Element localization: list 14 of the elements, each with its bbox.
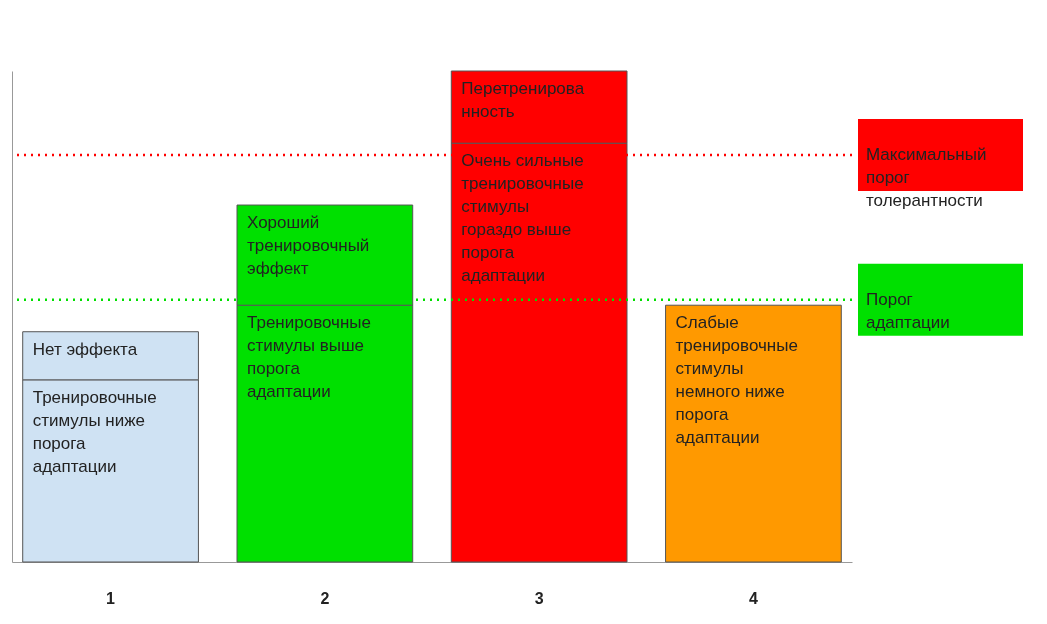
annotation: Очень сильные тренировочные стимулы гораздо выше порога адаптации bbox=[461, 151, 584, 286]
annotation: Перетренированность bbox=[461, 79, 585, 121]
ref-line-label: Максимальный порог толерантности bbox=[866, 144, 987, 210]
annotation: Нет эффекта bbox=[32, 340, 138, 360]
x-tick-label: 1 bbox=[106, 589, 116, 607]
x-tick-label: 3 bbox=[534, 589, 544, 607]
annotation: Хороший тренировочный эффект bbox=[247, 213, 370, 279]
annotation: Слабые тренировочные стимулы немного ниже порога адаптации bbox=[675, 313, 798, 448]
ref-line-label: Порог адаптации bbox=[866, 289, 950, 332]
annotation: Тренировочные стимулы выше порога адаптации bbox=[247, 313, 371, 402]
bar bbox=[665, 304, 842, 563]
x-tick-label: 4 bbox=[748, 589, 758, 607]
x-tick-label: 2 bbox=[320, 589, 330, 607]
annotation: Тренировочные стимулы ниже порога адаптации bbox=[32, 387, 157, 476]
